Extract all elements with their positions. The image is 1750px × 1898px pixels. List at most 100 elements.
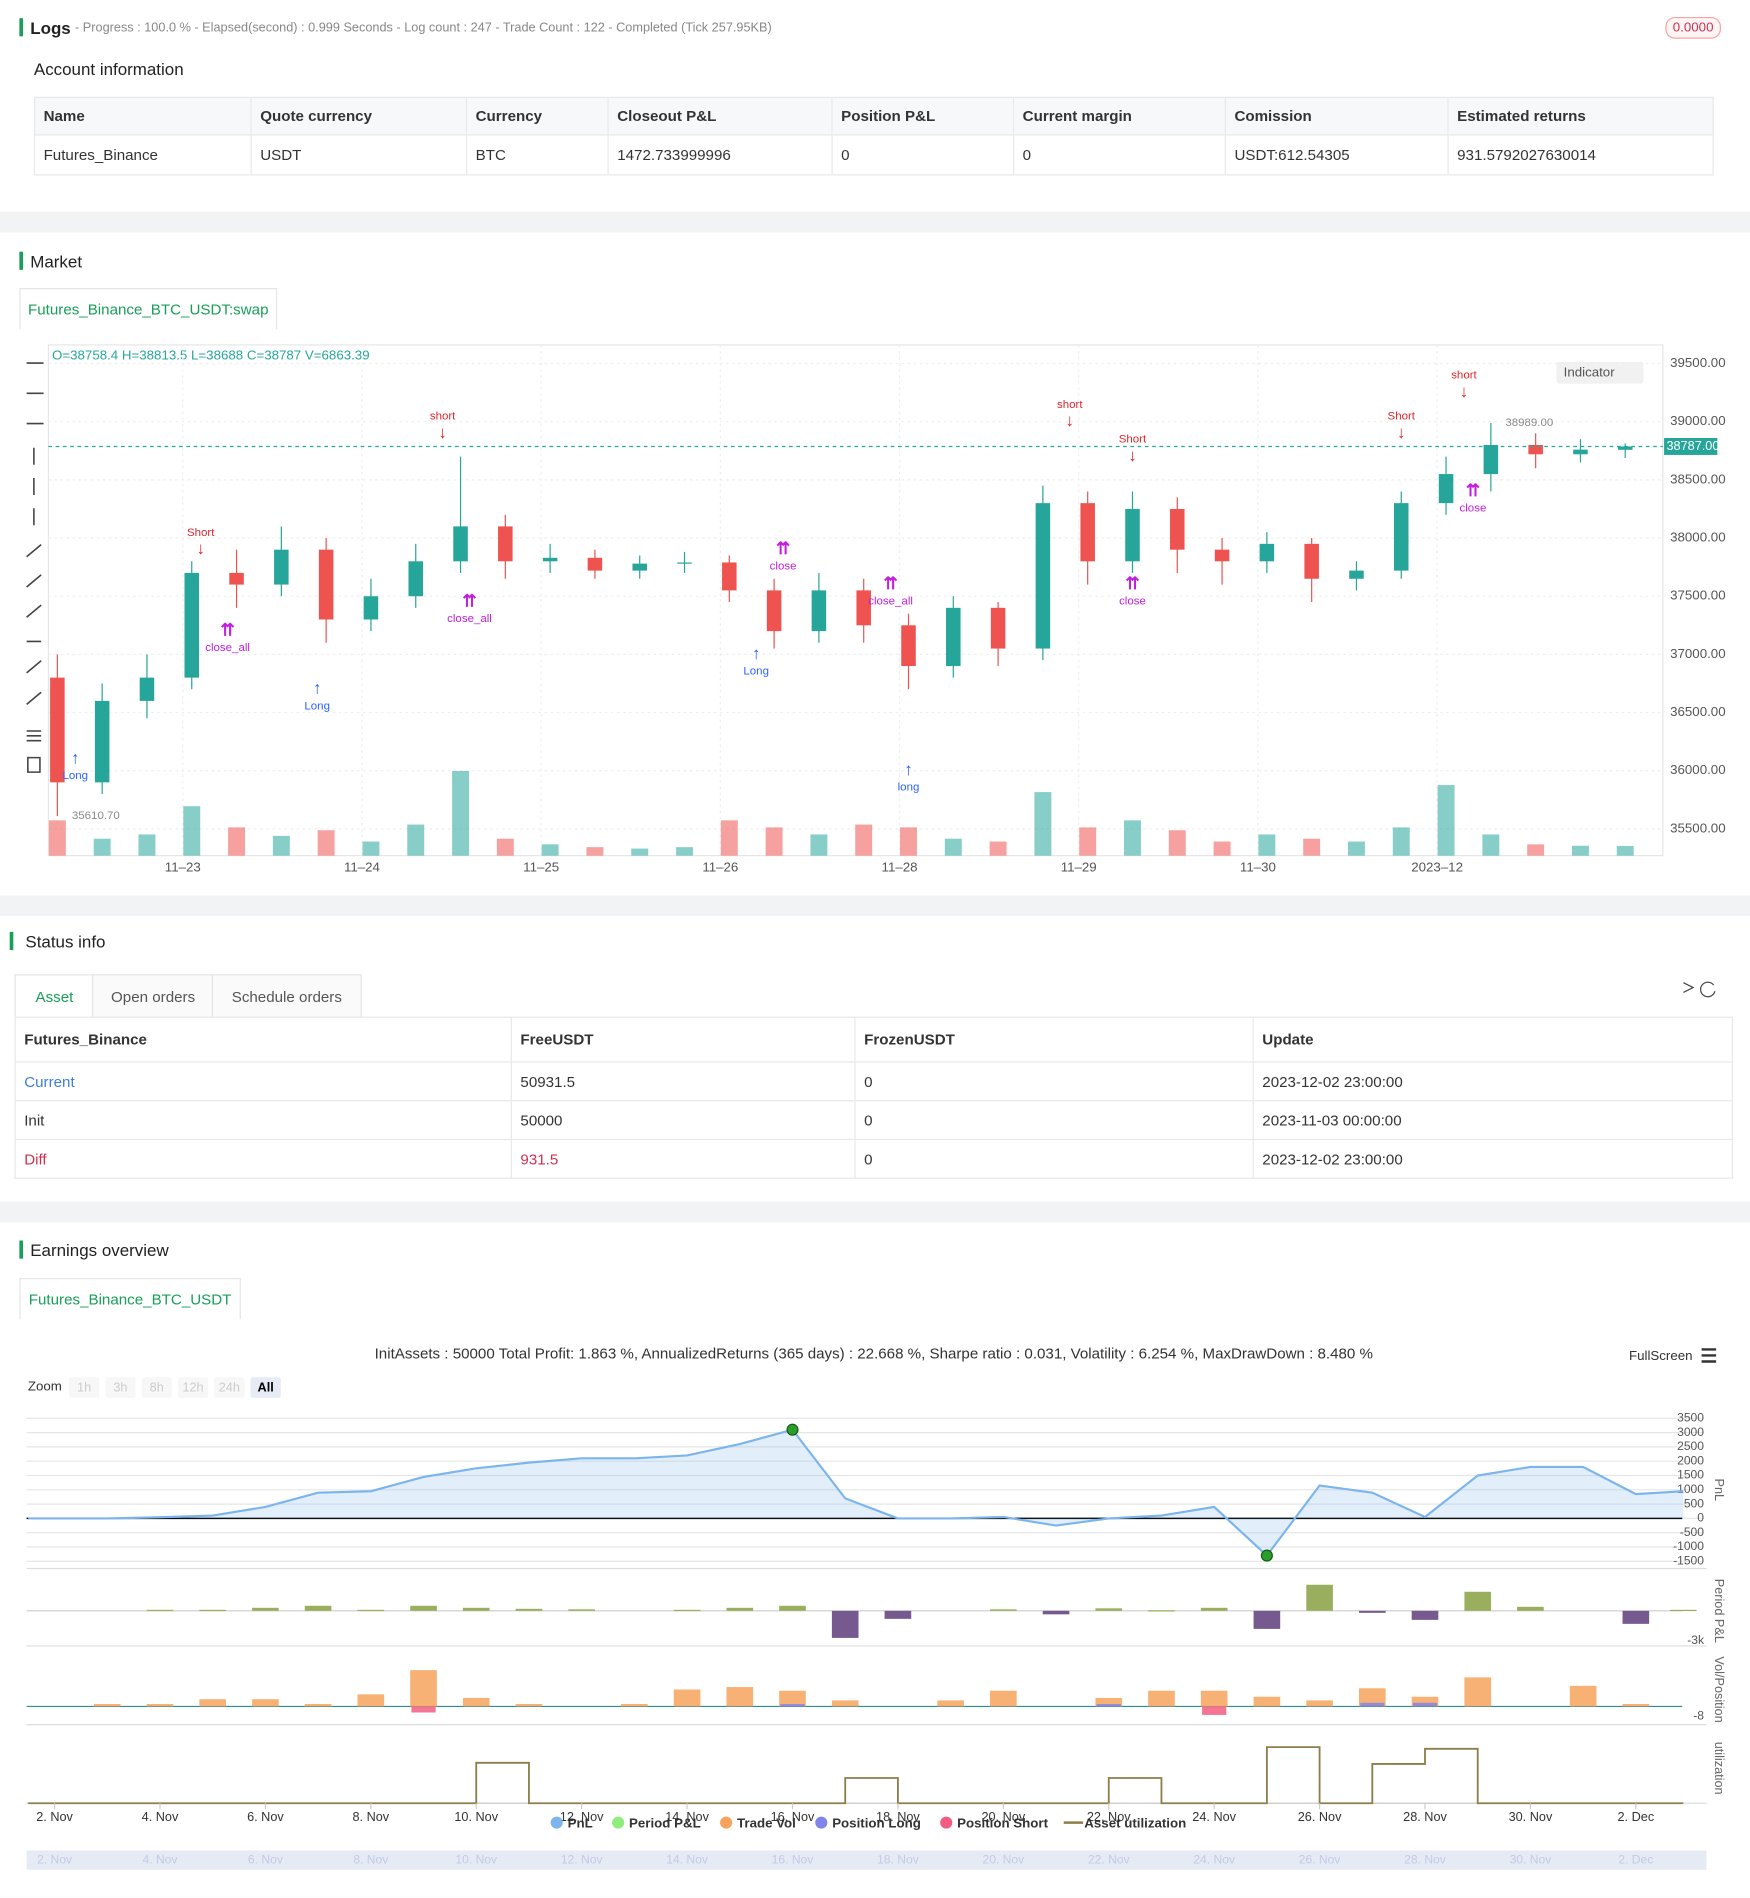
- candle-body: [1080, 503, 1095, 562]
- bar: [146, 1609, 174, 1612]
- zoom-button[interactable]: [68, 1377, 100, 1398]
- candle-body: [1483, 444, 1499, 475]
- legend-symbol: [550, 1816, 563, 1829]
- bar: [252, 1607, 279, 1611]
- account-title: Account information: [33, 59, 184, 79]
- candle-body: [722, 562, 737, 591]
- cell: 2023-11-03 00:00:00: [1253, 1101, 1734, 1141]
- earnings-tab[interactable]: Futures_Binance_BTC_USDT: [19, 1278, 241, 1320]
- bar: [1200, 1607, 1228, 1611]
- candle-body: [1125, 508, 1140, 562]
- zoom-text: 24h: [219, 1381, 240, 1395]
- legend-symbol: [720, 1816, 733, 1829]
- legend-label[interactable]: Asset utilization: [1084, 1815, 1186, 1830]
- trade-label: Long: [743, 665, 769, 677]
- trade-label: close: [1460, 502, 1487, 514]
- trade-arrow: ⇈: [1466, 481, 1480, 500]
- zoom-button[interactable]: [177, 1377, 209, 1398]
- legend-label[interactable]: Position Short: [957, 1815, 1048, 1830]
- pnl-area: [28, 1429, 1684, 1556]
- volume-bar: [317, 830, 335, 856]
- header-cell: Name: [33, 96, 252, 136]
- tab[interactable]: Asset: [14, 974, 95, 1018]
- market-title: Market: [30, 251, 83, 272]
- badge: 0.0000: [1665, 16, 1721, 39]
- candle-body: [408, 561, 424, 597]
- menu-icon[interactable]: [1701, 1348, 1717, 1363]
- cell: Init: [14, 1101, 512, 1141]
- bar: [462, 1697, 490, 1707]
- trade-label: Long: [63, 770, 89, 782]
- volume-bar: [1034, 792, 1052, 856]
- bar: [831, 1700, 859, 1707]
- legend-label[interactable]: Period P&L: [629, 1815, 701, 1830]
- x-tick-label: 26. Nov: [1298, 1810, 1342, 1824]
- trade-arrow: ⇈: [462, 591, 476, 610]
- x-tick-label: 14. Nov: [665, 1810, 709, 1824]
- candle-body: [453, 526, 468, 562]
- tab[interactable]: Schedule orders: [211, 974, 362, 1018]
- x-tick-label: 6. Nov: [247, 1810, 284, 1824]
- header-cell: Futures_Binance: [14, 1016, 512, 1063]
- zoom-button[interactable]: [250, 1377, 281, 1398]
- x-tick-label: 8. Nov: [352, 1810, 389, 1824]
- volume-bar: [362, 841, 380, 856]
- icons: [1683, 981, 1716, 998]
- header-cell: Quote currency: [251, 96, 468, 136]
- bar: [990, 1690, 1017, 1707]
- tab[interactable]: Open orders: [91, 974, 215, 1018]
- legend-label[interactable]: Trade Vol: [737, 1815, 796, 1830]
- cell: 50931.5: [511, 1062, 856, 1102]
- volume-bar: [900, 827, 917, 856]
- volume-bar: [1392, 827, 1410, 856]
- x-tick-label: 16. Nov: [771, 1810, 815, 1824]
- y-tick-label: 500: [1684, 1496, 1704, 1510]
- x-tick-label: 12. Nov: [560, 1810, 604, 1824]
- legend-symbol: [815, 1816, 828, 1829]
- bar: [621, 1704, 648, 1707]
- zoom-button[interactable]: [214, 1377, 245, 1398]
- y-tick-label: 3000: [1677, 1425, 1704, 1439]
- legend-label[interactable]: PnL: [568, 1815, 593, 1830]
- bar: [304, 1605, 332, 1611]
- candle-body: [946, 607, 961, 667]
- trade-arrow: ↓: [1397, 423, 1405, 442]
- candle-body: [901, 625, 916, 667]
- volume-bar: [1482, 834, 1500, 856]
- cell: BTC: [467, 135, 609, 176]
- legend-label[interactable]: Position Long: [832, 1815, 921, 1830]
- market-tab[interactable]: Futures_Binance_BTC_USDT:swap: [19, 288, 278, 330]
- candle-body: [318, 549, 334, 620]
- y-tick-label: 2000: [1677, 1453, 1704, 1467]
- volume-bar: [407, 824, 425, 856]
- candle-body: [1617, 446, 1633, 450]
- candle-body: [1214, 549, 1230, 562]
- volume-bar: [183, 806, 201, 856]
- volume-bar: [1571, 845, 1589, 856]
- cell: 0: [1014, 135, 1226, 176]
- bar: [93, 1704, 121, 1707]
- bar: [1200, 1690, 1228, 1707]
- cell: 0: [855, 1101, 1254, 1141]
- indicator-button[interactable]: [1556, 361, 1644, 384]
- volume-bar: [228, 827, 246, 856]
- volume-bar: [989, 841, 1007, 856]
- extreme-label: 35610.70: [72, 810, 120, 822]
- bar: [779, 1605, 806, 1611]
- trade-arrow: ⇈: [220, 621, 234, 640]
- bar: [1095, 1697, 1123, 1707]
- trade-arrow: ↑: [71, 749, 79, 768]
- trade-label: Short: [187, 527, 215, 539]
- zoom-button[interactable]: [141, 1377, 172, 1398]
- bar: [462, 1607, 490, 1611]
- zoom-button[interactable]: [105, 1377, 136, 1398]
- cell: USDT:612.54305: [1225, 135, 1449, 176]
- bar: [831, 1610, 859, 1638]
- y-tick-label: 36500.00: [1670, 704, 1725, 719]
- candle-body: [990, 607, 1006, 649]
- bar: [1517, 1606, 1544, 1611]
- x-tick-label: 24. Nov: [1192, 1810, 1236, 1824]
- y-tick-label: 37500.00: [1670, 588, 1725, 603]
- cell: 0: [855, 1062, 1254, 1102]
